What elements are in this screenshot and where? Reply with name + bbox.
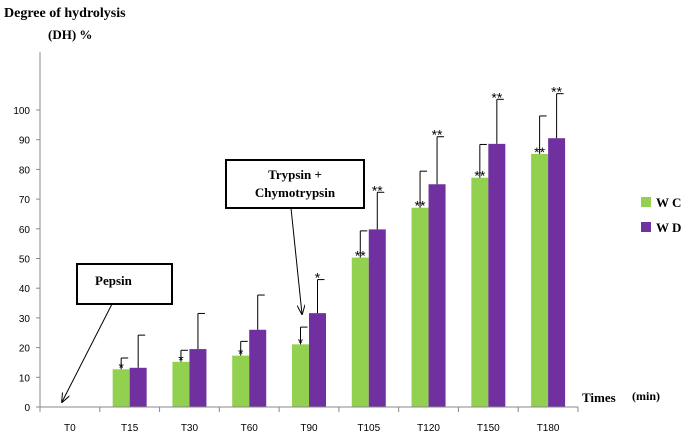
pepsin-box xyxy=(76,263,173,305)
legend-swatch-wc xyxy=(641,197,651,207)
significance-marker: * xyxy=(315,270,321,286)
y-tick-label: 20 xyxy=(19,344,31,355)
pepsin-annotation: Pepsin xyxy=(62,263,173,402)
bar-wd xyxy=(428,184,446,407)
bar-wc xyxy=(471,177,489,407)
y-tick-label: 90 xyxy=(19,136,31,147)
x-tick-label: T180 xyxy=(537,423,560,434)
legend-label-wc: W C xyxy=(656,195,681,210)
bar-wc xyxy=(292,344,309,407)
x-tick-label: T105 xyxy=(357,423,380,434)
x-axis-label: Times xyxy=(582,390,616,405)
bar-wd xyxy=(548,138,566,407)
x-tick-label: T120 xyxy=(417,423,440,434)
y-tick-label: 50 xyxy=(19,255,31,266)
significance-marker: * xyxy=(178,352,184,368)
bar-wd xyxy=(189,349,207,407)
chart-title: Degree of hydrolysis xyxy=(4,6,126,21)
significance-marker: ** xyxy=(415,198,426,214)
bar-wd xyxy=(309,313,326,407)
y-tick-label: 80 xyxy=(19,165,31,176)
significance-marker: ** xyxy=(474,168,485,184)
legend: W C W D xyxy=(641,195,681,235)
y-tick-label: 10 xyxy=(19,373,31,384)
significance-marker: ** xyxy=(534,144,545,160)
x-tick-label: T60 xyxy=(241,423,259,434)
y-tick-label: 30 xyxy=(19,314,31,325)
trypsin-label-line-1: Trypsin + xyxy=(268,167,322,182)
trypsin-label-line-2: Chymotrypsin xyxy=(255,185,336,200)
x-tick-label: T150 xyxy=(477,423,500,434)
pepsin-arrow xyxy=(62,303,113,402)
y-tick-label: 100 xyxy=(13,106,30,117)
significance-marker: ** xyxy=(491,89,502,105)
x-tick-label: T0 xyxy=(64,423,76,434)
x-axis-unit: (min) xyxy=(632,389,660,403)
bar-wc xyxy=(351,257,369,407)
significance-marker: * xyxy=(238,346,244,362)
bar-wc xyxy=(172,361,190,407)
bar-wd xyxy=(488,143,506,407)
y-tick-label: 70 xyxy=(19,195,31,206)
trypsin-arrow xyxy=(290,207,302,314)
significance-marker: ** xyxy=(551,84,562,100)
significance-marker: ** xyxy=(355,248,366,264)
bar-wc xyxy=(531,153,549,407)
trypsin-box xyxy=(225,159,365,209)
significance-marker: ** xyxy=(432,127,443,143)
x-tick-label: T30 xyxy=(181,423,199,434)
x-tick-label: T90 xyxy=(300,423,318,434)
pepsin-label: Pepsin xyxy=(95,273,133,288)
y-tick-label: 0 xyxy=(24,403,30,414)
significance-marker: * xyxy=(298,334,304,350)
bar-wc xyxy=(112,369,130,407)
y-tick-label: 40 xyxy=(19,284,31,295)
y-tick-label: 60 xyxy=(19,225,31,236)
bar-wd xyxy=(129,367,147,407)
bar-wd xyxy=(249,329,267,407)
x-tick-label: T15 xyxy=(121,423,139,434)
bar-wd xyxy=(368,229,386,407)
significance-marker: * xyxy=(118,359,124,375)
trypsin-annotation: Trypsin + Chymotrypsin xyxy=(225,159,365,314)
significance-marker: ** xyxy=(372,182,383,198)
legend-swatch-wd xyxy=(641,222,651,232)
bar-wc xyxy=(232,355,250,407)
bar-wc xyxy=(411,207,429,407)
legend-label-wd: W D xyxy=(656,220,681,235)
y-axis-label: (DH) % xyxy=(48,27,92,42)
